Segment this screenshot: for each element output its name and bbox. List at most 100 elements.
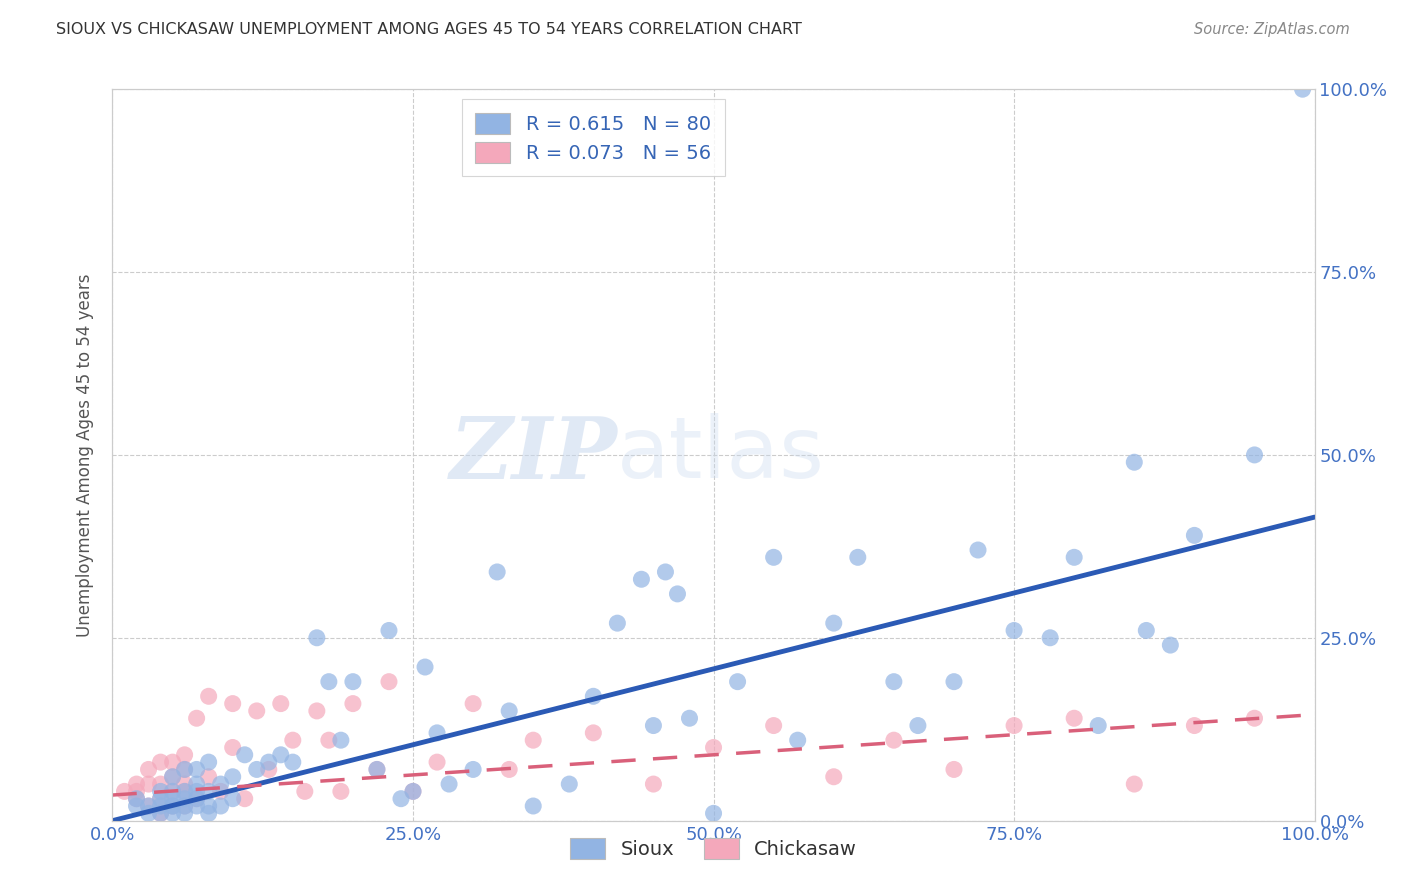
Point xyxy=(1184,718,1206,732)
Text: Source: ZipAtlas.com: Source: ZipAtlas.com xyxy=(1194,22,1350,37)
Point xyxy=(149,799,172,814)
Point xyxy=(666,587,689,601)
Point xyxy=(1243,448,1265,462)
Point xyxy=(125,791,148,805)
Text: ZIP: ZIP xyxy=(450,413,617,497)
Point xyxy=(413,660,436,674)
Point xyxy=(823,616,845,631)
Point xyxy=(173,763,195,777)
Point xyxy=(498,763,520,777)
Point xyxy=(222,740,245,755)
Point xyxy=(846,550,869,565)
Point xyxy=(162,770,184,784)
Point xyxy=(186,777,208,791)
Point xyxy=(366,763,388,777)
Point xyxy=(173,806,195,821)
Point xyxy=(246,763,269,777)
Point xyxy=(186,791,208,805)
Point xyxy=(1002,718,1025,732)
Point xyxy=(461,697,484,711)
Point xyxy=(1159,638,1181,652)
Point xyxy=(522,733,544,747)
Point xyxy=(138,777,160,791)
Point xyxy=(173,799,195,814)
Point xyxy=(1063,550,1085,565)
Point xyxy=(1243,711,1265,725)
Point xyxy=(318,733,340,747)
Point xyxy=(1063,711,1085,725)
Point xyxy=(222,697,245,711)
Point xyxy=(318,674,340,689)
Point xyxy=(173,747,195,762)
Point xyxy=(209,777,232,791)
Point xyxy=(582,726,605,740)
Point xyxy=(281,733,304,747)
Point xyxy=(883,674,905,689)
Point xyxy=(1039,631,1062,645)
Point xyxy=(197,690,219,704)
Point xyxy=(294,784,316,798)
Point xyxy=(727,674,749,689)
Legend: Sioux, Chickasaw: Sioux, Chickasaw xyxy=(557,825,870,873)
Point xyxy=(138,806,160,821)
Point xyxy=(329,784,352,798)
Point xyxy=(149,755,172,769)
Point xyxy=(162,784,184,798)
Point xyxy=(138,799,160,814)
Point xyxy=(461,763,484,777)
Point xyxy=(162,799,184,814)
Point xyxy=(762,550,785,565)
Point xyxy=(342,674,364,689)
Point xyxy=(125,799,148,814)
Point xyxy=(329,733,352,747)
Point xyxy=(186,784,208,798)
Point xyxy=(149,806,172,821)
Point xyxy=(233,747,256,762)
Point xyxy=(402,784,425,798)
Point xyxy=(222,791,245,805)
Point xyxy=(643,777,665,791)
Point xyxy=(1087,718,1109,732)
Point xyxy=(281,755,304,769)
Point xyxy=(630,572,652,586)
Point xyxy=(257,763,280,777)
Point xyxy=(1002,624,1025,638)
Point xyxy=(702,740,725,755)
Point xyxy=(426,755,449,769)
Point xyxy=(1291,82,1313,96)
Point xyxy=(138,763,160,777)
Point xyxy=(378,624,401,638)
Point xyxy=(942,763,965,777)
Point xyxy=(654,565,676,579)
Point xyxy=(197,799,219,814)
Point xyxy=(378,674,401,689)
Point xyxy=(162,799,184,814)
Point xyxy=(967,543,990,558)
Point xyxy=(186,799,208,814)
Point xyxy=(173,777,195,791)
Point xyxy=(270,747,292,762)
Point xyxy=(162,755,184,769)
Point xyxy=(197,755,219,769)
Point xyxy=(173,763,195,777)
Point xyxy=(907,718,929,732)
Point xyxy=(186,791,208,805)
Point xyxy=(1184,528,1206,542)
Point xyxy=(342,697,364,711)
Point xyxy=(162,806,184,821)
Point xyxy=(389,791,412,805)
Point xyxy=(426,726,449,740)
Point xyxy=(125,791,148,805)
Point xyxy=(942,674,965,689)
Point xyxy=(305,704,328,718)
Text: atlas: atlas xyxy=(617,413,825,497)
Point xyxy=(162,799,184,814)
Point xyxy=(246,704,269,718)
Point xyxy=(162,791,184,805)
Point xyxy=(173,784,195,798)
Text: SIOUX VS CHICKASAW UNEMPLOYMENT AMONG AGES 45 TO 54 YEARS CORRELATION CHART: SIOUX VS CHICKASAW UNEMPLOYMENT AMONG AG… xyxy=(56,22,801,37)
Point xyxy=(1123,455,1146,469)
Point xyxy=(702,806,725,821)
Point xyxy=(125,784,148,798)
Point xyxy=(437,777,460,791)
